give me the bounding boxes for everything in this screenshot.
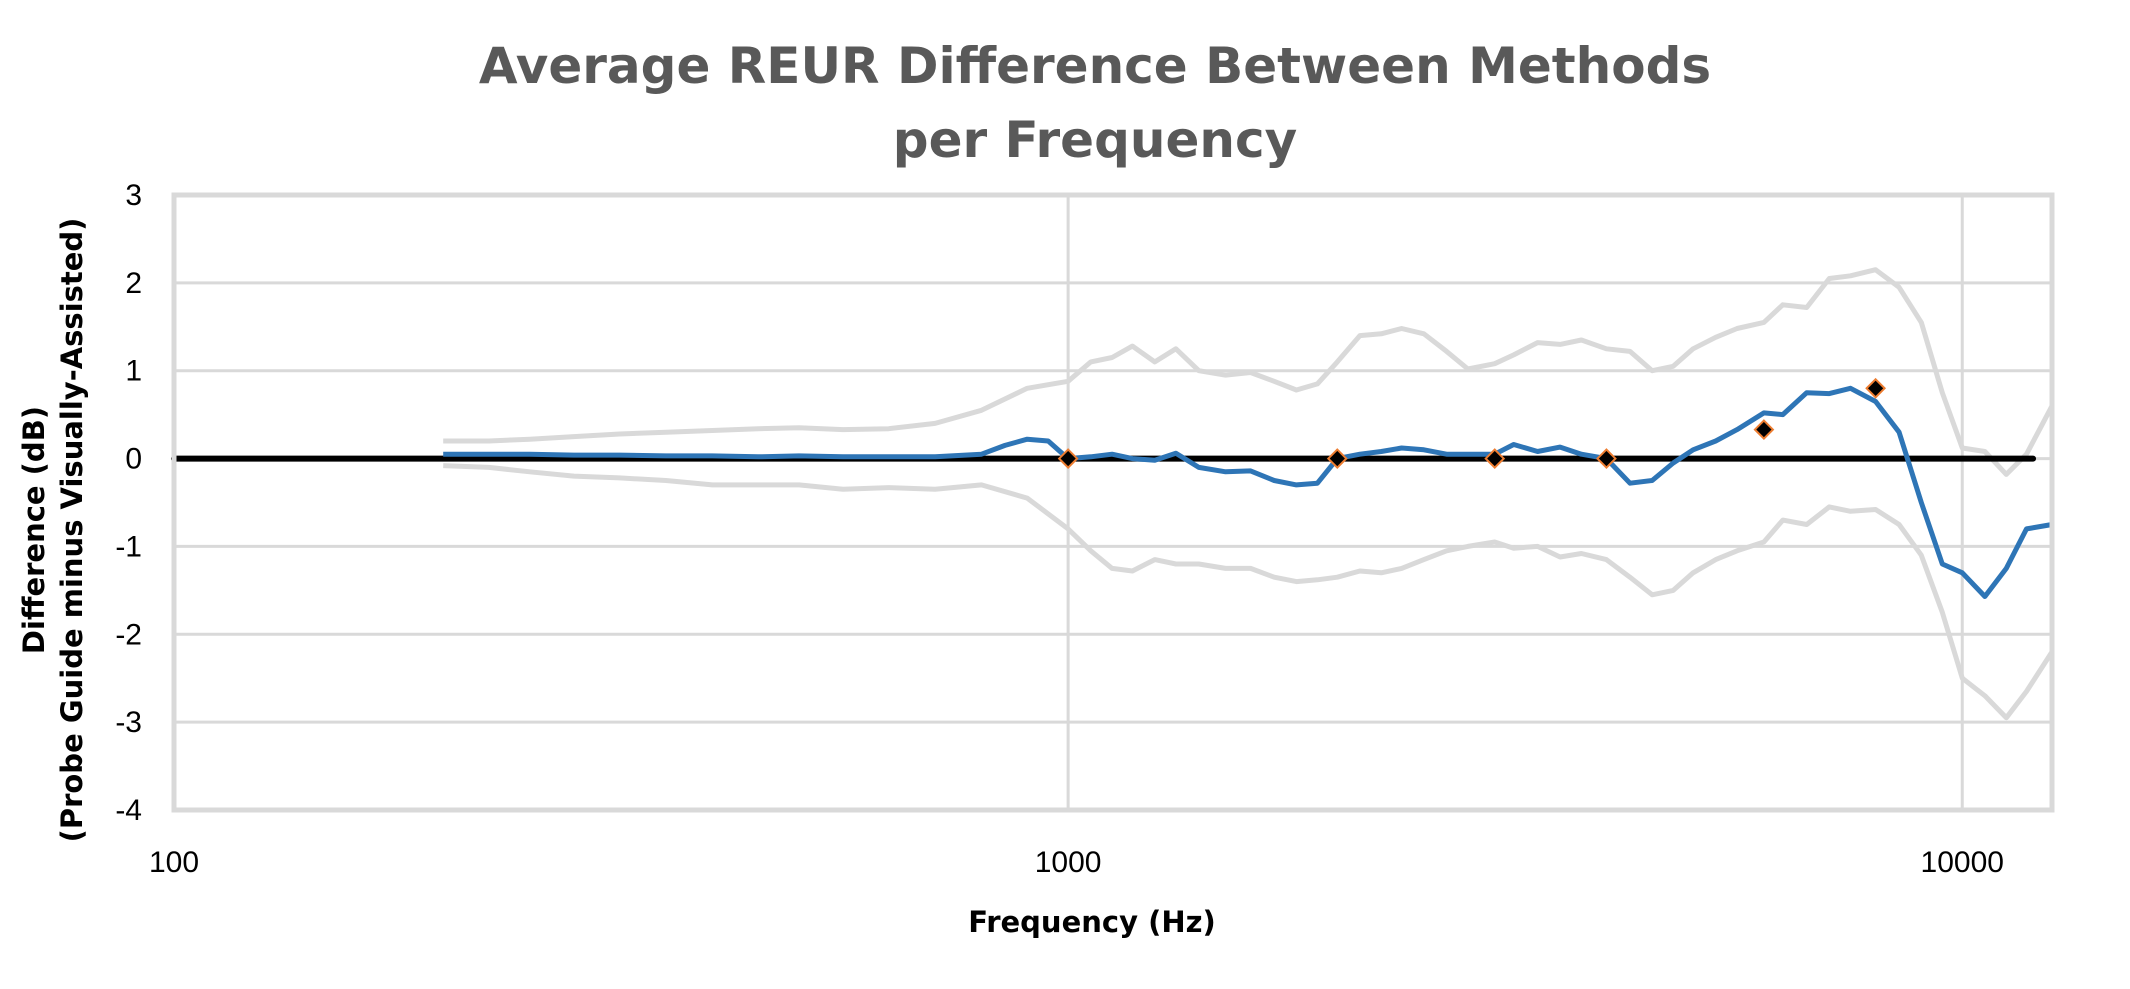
chart-title-line1: Average REUR Difference Between Methods (479, 37, 1711, 95)
y-axis-label-line2: (Probe Guide minus Visually-Assisted) (55, 218, 89, 843)
marker-point (1753, 419, 1775, 440)
gridlines (172, 193, 2052, 812)
y-axis-label-line1: Difference (dB) (17, 406, 51, 654)
x-axis-label: Frequency (Hz) (968, 905, 1216, 939)
y-tick-label: 2 (125, 267, 142, 300)
y-tick-label: -1 (115, 530, 142, 563)
mean-series (443, 385, 2053, 599)
marker-point (1865, 377, 1887, 399)
y-tick-label: -3 (115, 706, 142, 739)
upper-bound-line (443, 267, 2055, 477)
x-axis-ticks: 100 1000 10000 (149, 846, 2004, 879)
marker-point (1484, 448, 1506, 469)
marker-points (1057, 377, 1887, 469)
y-tick-label: 0 (125, 443, 142, 476)
marker-point (1326, 448, 1348, 469)
y-tick-label: -4 (115, 794, 142, 827)
chart-title-line2: per Frequency (893, 111, 1297, 169)
y-tick-label: -2 (115, 618, 142, 651)
plot-frame (171, 192, 2055, 813)
y-tick-label: 3 (125, 179, 142, 212)
x-tick-label: 1000 (1035, 846, 1102, 879)
plot-border (171, 192, 2055, 813)
mean-line (443, 385, 2053, 599)
x-tick-label: 10000 (1921, 846, 2004, 879)
y-tick-label: 1 (125, 355, 142, 388)
x-tick-label: 100 (149, 846, 199, 879)
marker-point (1057, 448, 1079, 469)
marker-point (1596, 448, 1617, 469)
lower-bound-line (443, 463, 2055, 721)
y-axis-ticks: 3 2 1 0 -1 -2 -3 -4 (115, 179, 142, 827)
confidence-bounds (443, 267, 2055, 721)
